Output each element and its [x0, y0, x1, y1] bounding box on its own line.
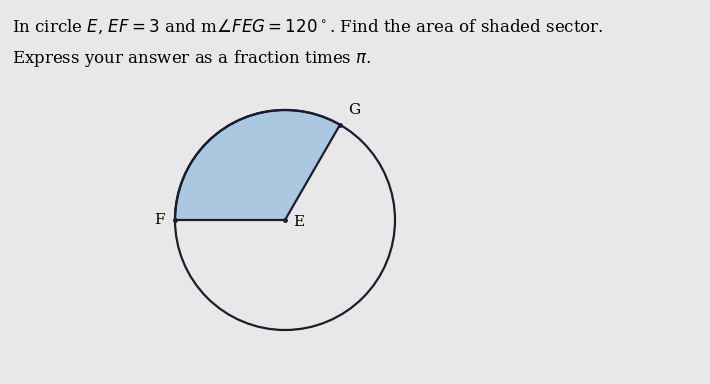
Text: E: E	[293, 215, 304, 229]
Wedge shape	[175, 110, 340, 220]
Text: Express your answer as a fraction times $\pi$.: Express your answer as a fraction times …	[12, 48, 371, 69]
Text: In circle $E$, $EF = 3$ and m$\angle FEG = 120^\circ$. Find the area of shaded s: In circle $E$, $EF = 3$ and m$\angle FEG…	[12, 18, 604, 36]
Text: G: G	[348, 103, 360, 117]
Text: F: F	[155, 213, 165, 227]
